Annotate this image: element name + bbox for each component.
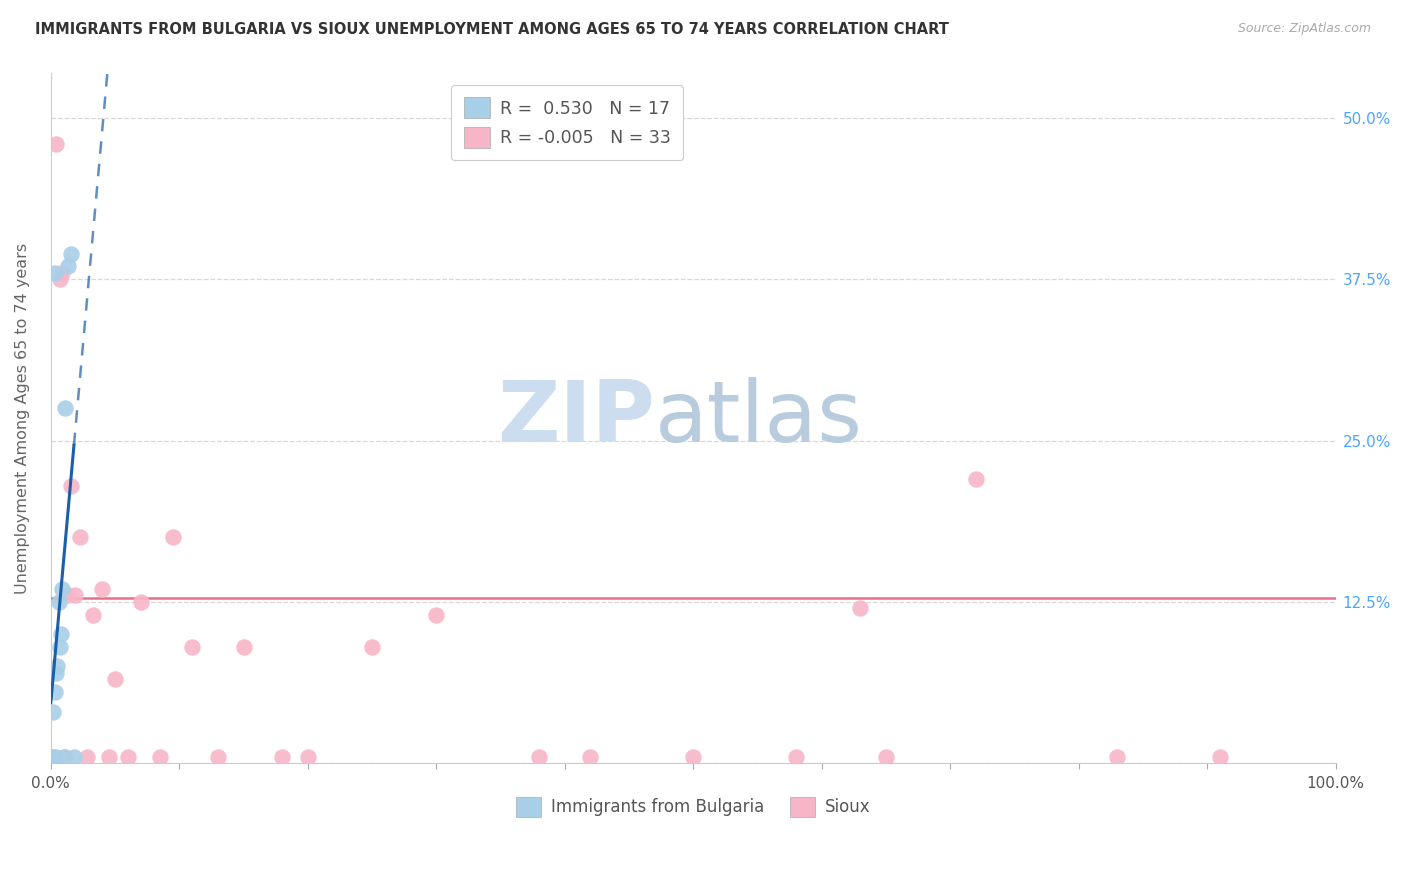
- Point: [65, 589, 87, 603]
- Point: [91, 582, 114, 596]
- Point: [76, 749, 98, 764]
- Point: [361, 640, 384, 654]
- Point: [785, 749, 807, 764]
- Point: [44, 685, 66, 699]
- Point: [1209, 749, 1232, 764]
- Point: [46, 659, 69, 673]
- Text: Source: ZipAtlas.com: Source: ZipAtlas.com: [1237, 22, 1371, 36]
- Point: [297, 749, 319, 764]
- Point: [1107, 749, 1129, 764]
- Point: [425, 607, 447, 622]
- Point: [69, 530, 91, 544]
- Point: [41, 749, 63, 764]
- Point: [875, 749, 897, 764]
- Point: [965, 472, 987, 486]
- Point: [60, 479, 83, 493]
- Point: [117, 749, 139, 764]
- Point: [181, 640, 204, 654]
- Point: [42, 705, 65, 719]
- Point: [63, 749, 86, 764]
- Point: [682, 749, 704, 764]
- Point: [579, 749, 602, 764]
- Point: [232, 640, 254, 654]
- Point: [56, 260, 79, 274]
- Text: IMMIGRANTS FROM BULGARIA VS SIOUX UNEMPLOYMENT AMONG AGES 65 TO 74 YEARS CORRELA: IMMIGRANTS FROM BULGARIA VS SIOUX UNEMPL…: [35, 22, 949, 37]
- Legend: Immigrants from Bulgaria, Sioux: Immigrants from Bulgaria, Sioux: [509, 790, 877, 824]
- Point: [162, 530, 184, 544]
- Point: [42, 749, 65, 764]
- Point: [849, 601, 872, 615]
- Point: [53, 401, 76, 416]
- Point: [271, 749, 294, 764]
- Point: [52, 749, 75, 764]
- Y-axis label: Unemployment Among Ages 65 to 74 years: Unemployment Among Ages 65 to 74 years: [15, 243, 30, 593]
- Point: [82, 607, 104, 622]
- Point: [53, 749, 76, 764]
- Point: [97, 749, 120, 764]
- Text: ZIP: ZIP: [496, 376, 655, 459]
- Point: [49, 272, 72, 286]
- Point: [56, 589, 79, 603]
- Point: [45, 136, 67, 151]
- Point: [49, 627, 72, 641]
- Point: [104, 673, 127, 687]
- Point: [45, 665, 67, 680]
- Point: [49, 640, 72, 654]
- Point: [207, 749, 229, 764]
- Point: [45, 749, 67, 764]
- Point: [129, 595, 152, 609]
- Point: [60, 246, 83, 260]
- Text: atlas: atlas: [655, 376, 863, 459]
- Point: [149, 749, 172, 764]
- Point: [527, 749, 550, 764]
- Point: [51, 582, 73, 596]
- Point: [51, 266, 73, 280]
- Point: [44, 266, 66, 280]
- Point: [48, 595, 70, 609]
